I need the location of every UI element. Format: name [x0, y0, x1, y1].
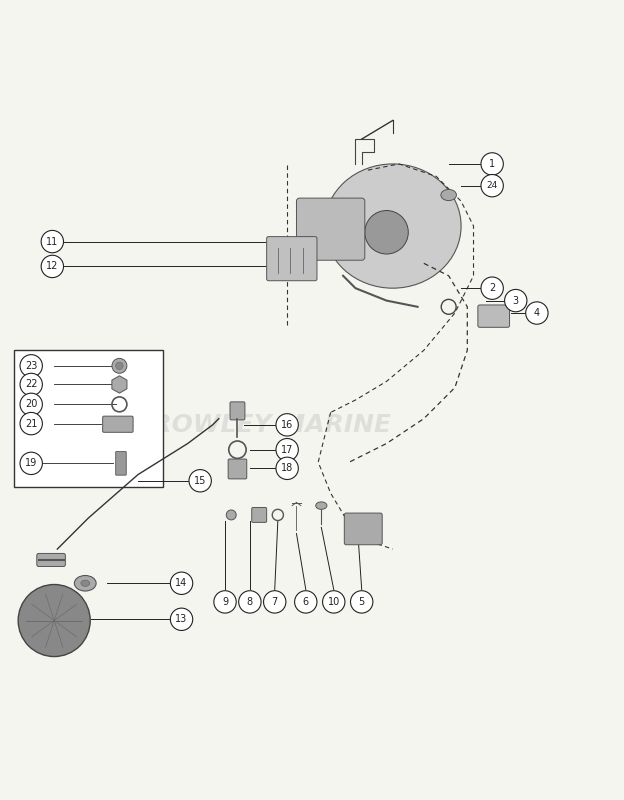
Text: 8: 8: [247, 597, 253, 607]
Circle shape: [525, 302, 548, 324]
Circle shape: [189, 470, 212, 492]
Circle shape: [20, 354, 42, 377]
Text: 12: 12: [46, 262, 59, 271]
Circle shape: [18, 585, 90, 657]
Circle shape: [239, 590, 261, 613]
Ellipse shape: [81, 580, 90, 586]
Text: 15: 15: [194, 476, 207, 486]
Text: 5: 5: [359, 597, 365, 607]
Text: 23: 23: [25, 361, 37, 371]
Ellipse shape: [316, 502, 327, 510]
Text: 3: 3: [513, 296, 519, 306]
Circle shape: [295, 590, 317, 613]
Ellipse shape: [441, 190, 456, 201]
Circle shape: [115, 362, 123, 370]
Circle shape: [214, 590, 236, 613]
Circle shape: [20, 393, 42, 415]
Circle shape: [481, 174, 504, 197]
FancyBboxPatch shape: [37, 554, 66, 566]
FancyBboxPatch shape: [115, 451, 126, 475]
Text: 21: 21: [25, 418, 37, 429]
Ellipse shape: [324, 164, 461, 288]
Circle shape: [276, 414, 298, 436]
Text: 22: 22: [25, 379, 37, 390]
Text: 7: 7: [271, 597, 278, 607]
FancyBboxPatch shape: [344, 513, 382, 545]
Text: 9: 9: [222, 597, 228, 607]
Circle shape: [276, 438, 298, 461]
Text: 19: 19: [25, 458, 37, 468]
FancyBboxPatch shape: [14, 350, 163, 487]
Circle shape: [20, 452, 42, 474]
Circle shape: [41, 255, 64, 278]
Circle shape: [41, 230, 64, 253]
Text: 4: 4: [534, 308, 540, 318]
Circle shape: [323, 590, 345, 613]
Circle shape: [112, 358, 127, 374]
Text: 13: 13: [175, 614, 188, 624]
Circle shape: [481, 153, 504, 175]
Circle shape: [351, 590, 373, 613]
Text: 20: 20: [25, 399, 37, 410]
Ellipse shape: [365, 210, 408, 254]
FancyBboxPatch shape: [478, 305, 510, 327]
FancyBboxPatch shape: [230, 402, 245, 420]
Circle shape: [170, 608, 193, 630]
Text: 1: 1: [489, 159, 495, 169]
FancyBboxPatch shape: [228, 459, 246, 479]
Circle shape: [263, 590, 286, 613]
FancyBboxPatch shape: [296, 198, 365, 260]
Text: 10: 10: [328, 597, 340, 607]
Text: 11: 11: [46, 237, 59, 246]
Text: 17: 17: [281, 445, 293, 454]
Text: 18: 18: [281, 463, 293, 474]
FancyBboxPatch shape: [103, 416, 133, 432]
Text: 2: 2: [489, 283, 495, 293]
Circle shape: [276, 457, 298, 479]
Text: 24: 24: [487, 181, 498, 190]
Text: 6: 6: [303, 597, 309, 607]
Circle shape: [505, 290, 527, 312]
Text: 16: 16: [281, 420, 293, 430]
Text: CROWLEY MARINE: CROWLEY MARINE: [134, 413, 391, 437]
Ellipse shape: [74, 575, 96, 591]
Text: 14: 14: [175, 578, 188, 588]
Circle shape: [481, 277, 504, 299]
Circle shape: [227, 510, 236, 520]
FancyBboxPatch shape: [266, 237, 317, 281]
Circle shape: [20, 413, 42, 434]
FancyBboxPatch shape: [251, 507, 266, 522]
Circle shape: [170, 572, 193, 594]
Circle shape: [20, 374, 42, 396]
